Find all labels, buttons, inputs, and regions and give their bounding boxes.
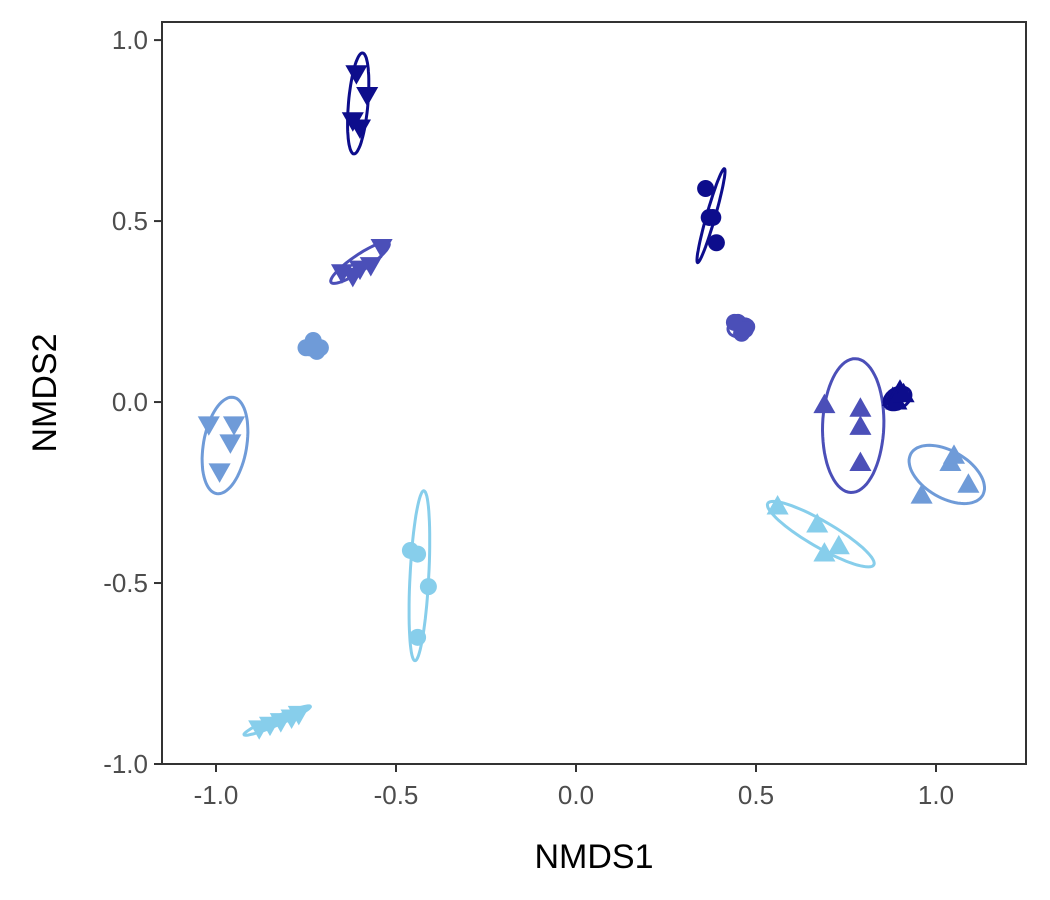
y-axis: -1.0 -0.5 0.0 0.5 1.0: [103, 25, 162, 779]
data-point: [345, 65, 368, 85]
data-point: [766, 495, 789, 515]
data-point: [813, 393, 836, 414]
confidence-ellipse: [907, 443, 986, 506]
x-axis: -1.0 -0.5 0.0 0.5 1.0: [194, 764, 954, 810]
point-layer: [197, 65, 980, 740]
data-point: [697, 179, 715, 197]
y-tick-label: -0.5: [103, 568, 148, 598]
data-point: [827, 534, 850, 555]
y-axis-title: NMDS2: [26, 333, 64, 452]
data-point: [736, 321, 754, 339]
data-point: [311, 339, 329, 357]
data-point: [297, 339, 315, 357]
data-point: [197, 416, 220, 436]
y-tick-label: -1.0: [103, 749, 148, 779]
data-point: [849, 415, 872, 435]
data-point: [806, 513, 829, 533]
x-tick-label: 0.0: [558, 780, 594, 810]
data-point: [356, 86, 379, 107]
data-point: [409, 545, 427, 563]
confidence-ellipse: [346, 51, 371, 156]
data-point: [287, 705, 310, 726]
data-point: [208, 463, 231, 483]
y-tick-label: 0.0: [112, 387, 148, 417]
confidence-ellipse: [695, 167, 727, 265]
data-point: [348, 119, 372, 139]
data-point: [704, 208, 722, 226]
data-point: [813, 542, 836, 562]
x-axis-title: NMDS1: [534, 838, 653, 876]
confidence-ellipse: [820, 357, 886, 495]
x-tick-label: -0.5: [374, 780, 419, 810]
data-point: [370, 238, 393, 259]
data-point: [222, 416, 246, 436]
data-point: [849, 397, 872, 417]
data-point: [409, 628, 427, 646]
plot-panel-border: [161, 21, 1027, 765]
data-point: [419, 578, 437, 596]
data-point: [957, 473, 980, 493]
data-point: [849, 451, 872, 472]
y-tick-label: 1.0: [112, 25, 148, 55]
confidence-ellipse: [407, 489, 432, 663]
confidence-ellipse: [765, 499, 876, 569]
x-tick-label: -1.0: [194, 780, 239, 810]
y-tick-label: 0.5: [112, 206, 148, 236]
x-tick-label: 0.5: [738, 780, 774, 810]
data-point: [359, 257, 382, 277]
data-point: [910, 484, 933, 504]
data-point: [892, 382, 915, 403]
data-point: [219, 434, 242, 454]
data-point: [707, 234, 725, 252]
x-tick-label: 1.0: [918, 780, 954, 810]
data-point: [942, 444, 966, 464]
data-point: [341, 267, 364, 288]
